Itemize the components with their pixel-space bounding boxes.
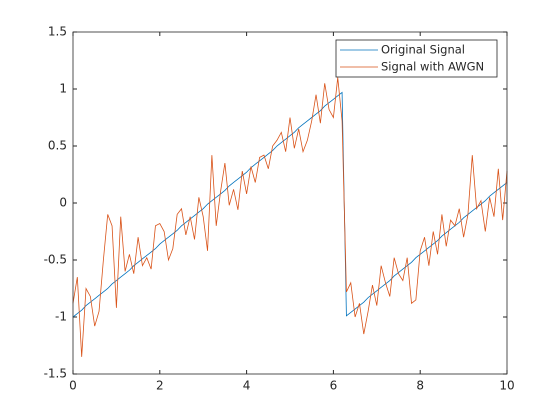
legend-label: Signal with AWGN [381,60,484,74]
x-tick-label: 2 [156,379,164,393]
plot-area [73,32,507,374]
x-tick-label: 6 [330,379,338,393]
y-tick-label: 1 [59,82,67,96]
y-tick-label: -1 [55,310,67,324]
y-tick-label: -0.5 [44,253,67,267]
axes-box [72,31,508,375]
x-tick-label: 10 [499,379,514,393]
y-tick-label: 1.5 [48,25,67,39]
legend-box [335,39,498,78]
series-line [72,91,508,318]
y-tick-label: 0 [59,196,67,210]
x-tick-label: 8 [416,379,424,393]
x-tick-label: 4 [243,379,251,393]
y-tick-label: 0.5 [48,139,67,153]
y-tick-label: -1.5 [44,367,67,381]
legend-label: Original Signal [381,43,465,57]
x-tick-label: 0 [69,379,77,393]
series-line [72,77,508,357]
